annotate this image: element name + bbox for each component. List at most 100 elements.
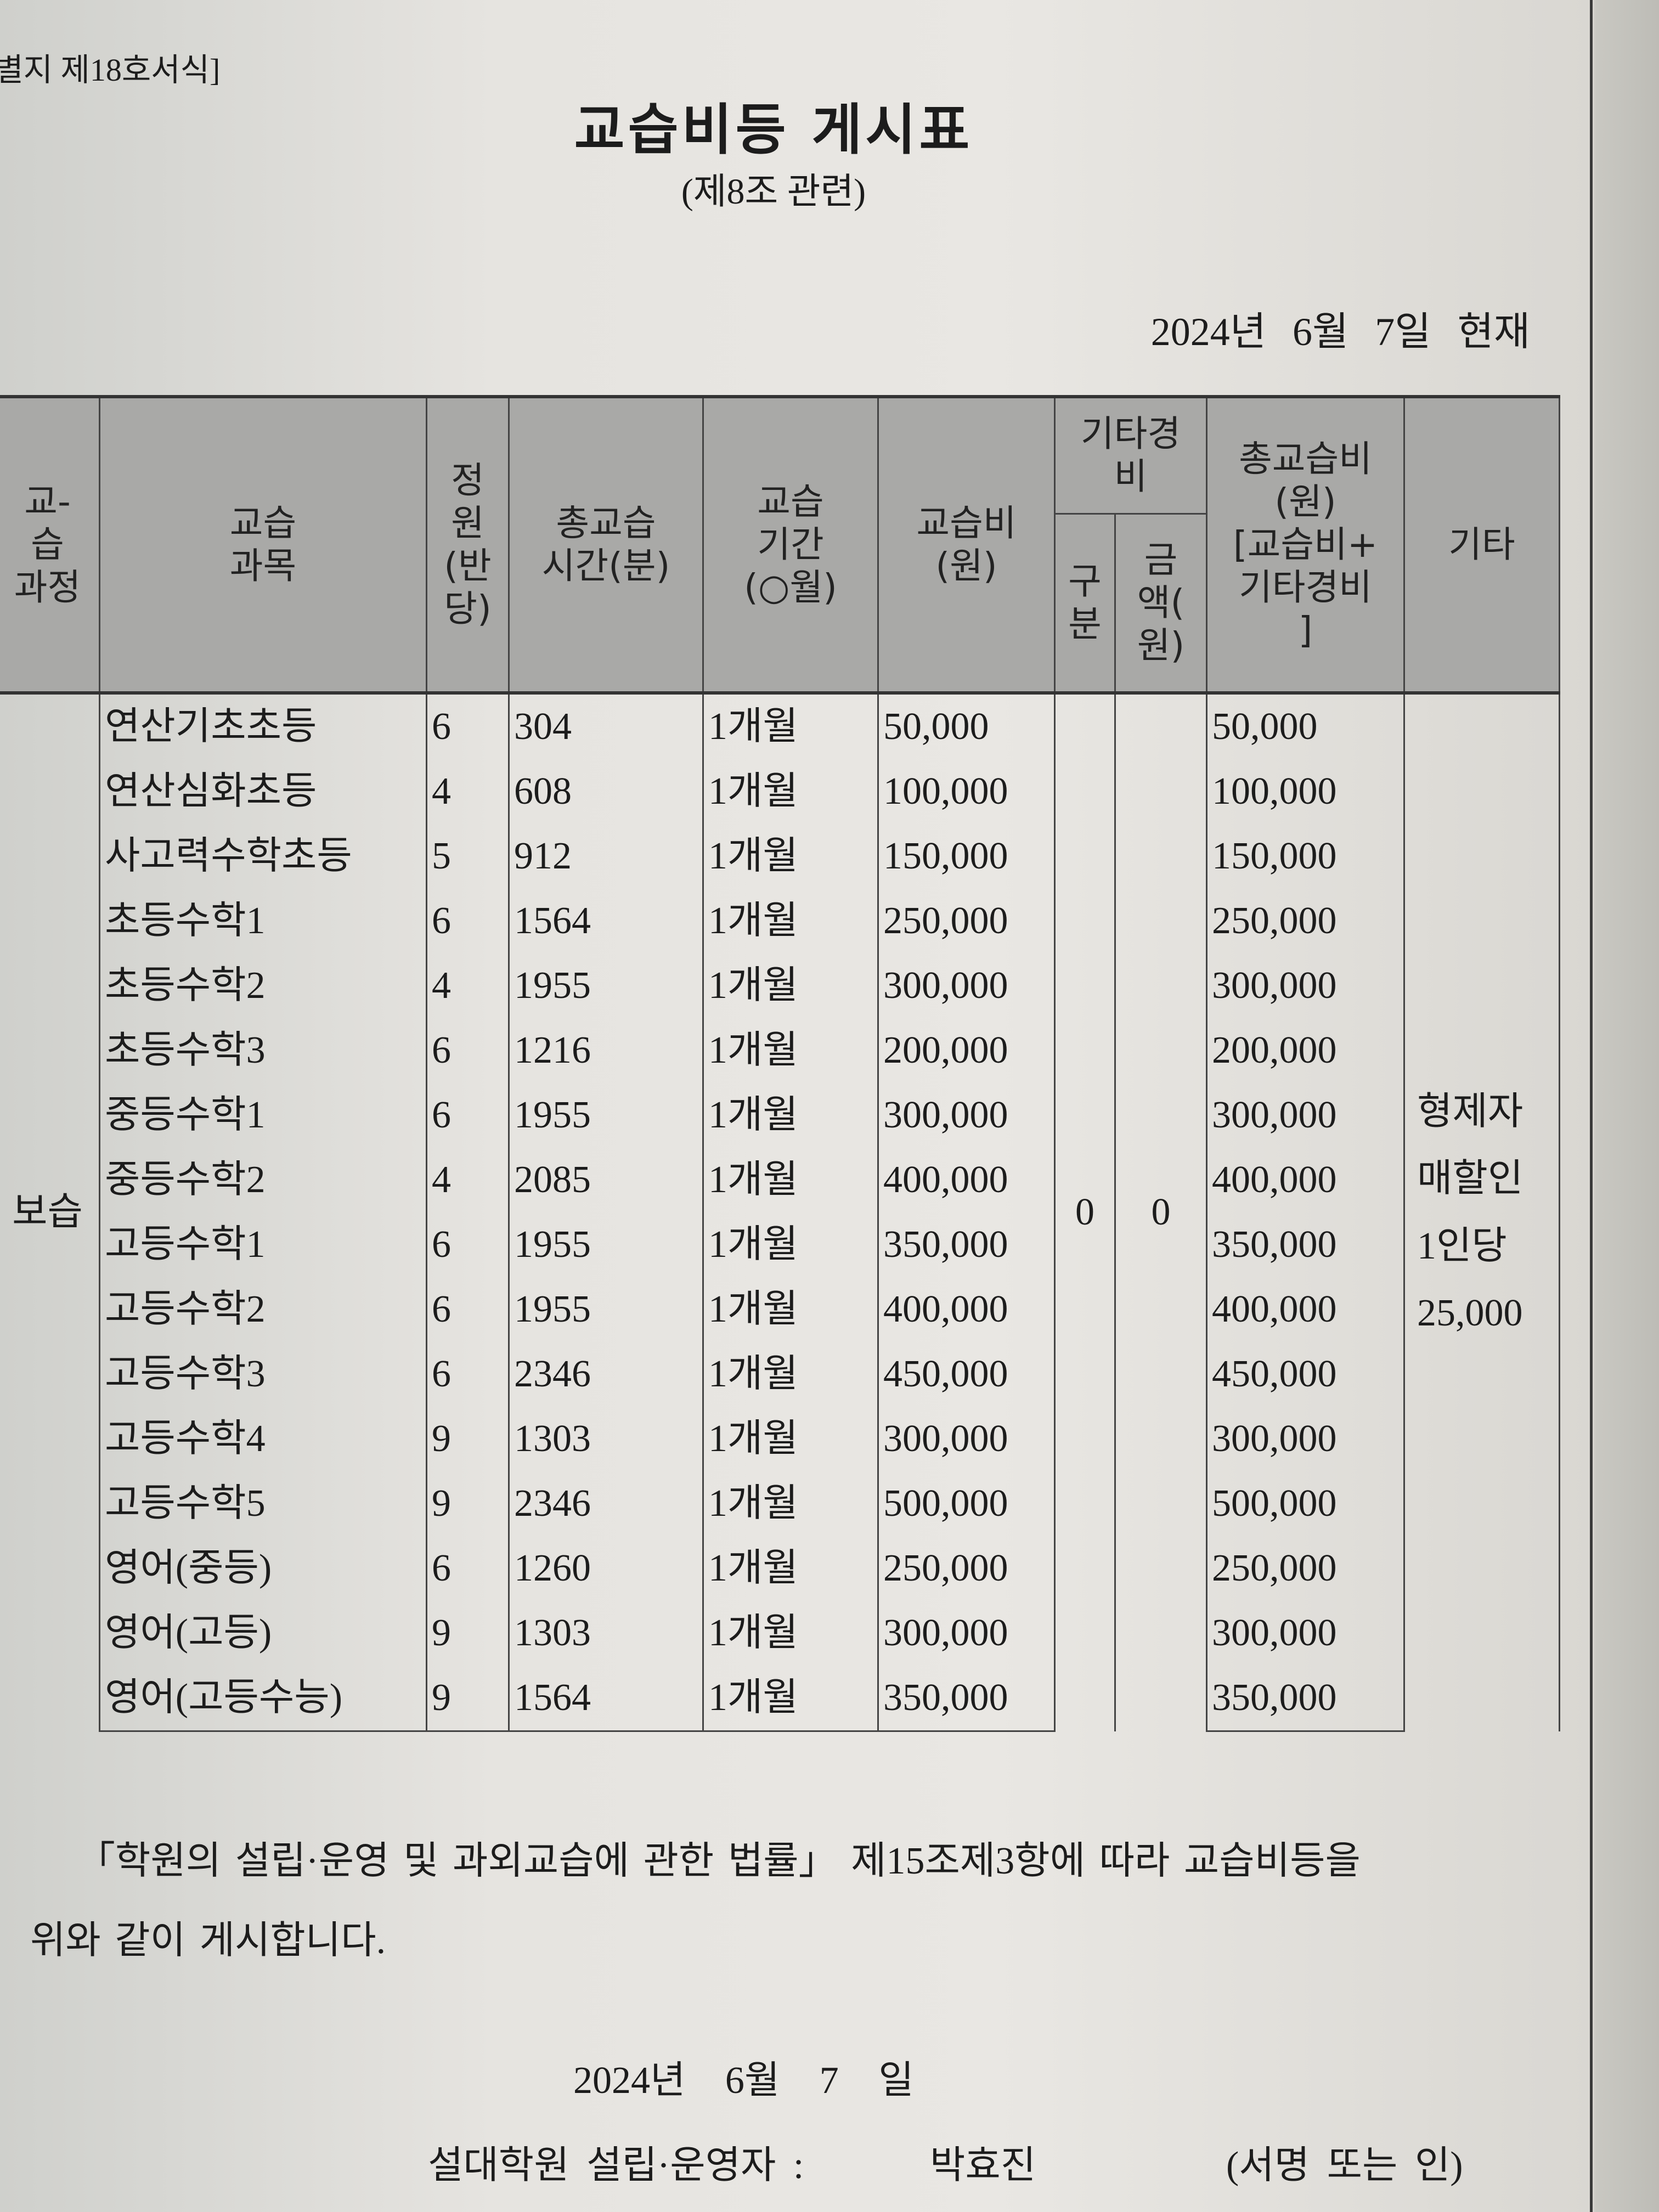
period-cell: 1개월 — [702, 1471, 879, 1536]
subject-cell: 연산기초초등 — [99, 693, 427, 759]
fee-cell: 300,000 — [877, 953, 1056, 1018]
fee-cell: 500,000 — [877, 1471, 1056, 1536]
table-row: 초등수학1 6 1564 1개월 250,000 250,000 — [0, 889, 1560, 953]
header-fee: 교습비 (원) — [877, 396, 1056, 695]
subject-cell: 고등수학5 — [99, 1471, 427, 1536]
header-other-amount: 금 액( 원) — [1114, 512, 1208, 695]
total-fee-cell: 150,000 — [1206, 824, 1406, 889]
subject-cell: 고등수학1 — [99, 1212, 427, 1277]
fee-cell: 300,000 — [877, 1407, 1056, 1471]
fee-cell: 400,000 — [877, 1277, 1056, 1342]
header-total-time: 총교습 시간(분) — [508, 396, 704, 695]
total-time-cell: 1303 — [508, 1601, 704, 1666]
fee-table-body: 보습 연산기초초등 6 304 1개월 50,000 0 0 50,000 형제자 매할인 1인당… — [0, 693, 1561, 1732]
total-time-cell: 2346 — [508, 1342, 704, 1407]
fee-cell: 300,000 — [877, 1083, 1056, 1148]
period-cell: 1개월 — [702, 953, 879, 1018]
header-course: 교- 습 과정 — [0, 396, 100, 695]
period-cell: 1개월 — [702, 1342, 879, 1407]
document-title: 교습비등 게시표 — [574, 98, 973, 162]
subject-cell: 사고력수학초등 — [99, 824, 427, 889]
subject-cell: 초등수학3 — [99, 1018, 427, 1083]
total-time-cell: 2346 — [508, 1471, 704, 1536]
capacity-cell: 6 — [426, 1536, 510, 1601]
period-cell: 1개월 — [702, 1277, 879, 1342]
period-cell: 1개월 — [702, 1212, 879, 1277]
total-fee-cell: 100,000 — [1206, 759, 1406, 824]
total-time-cell: 1564 — [508, 889, 704, 953]
table-row: 고등수학4 9 1303 1개월 300,000 300,000 — [0, 1407, 1560, 1471]
total-fee-cell: 300,000 — [1206, 1601, 1406, 1666]
document-subtitle: (제8조 관련) — [681, 172, 866, 212]
table-row: 고등수학5 9 2346 1개월 500,000 500,000 — [0, 1471, 1560, 1536]
period-cell: 1개월 — [702, 1018, 879, 1083]
sign-date: 2024년 6월 7 일 — [573, 2059, 914, 2102]
total-time-cell: 1955 — [508, 1212, 704, 1277]
subject-cell: 영어(고등) — [99, 1601, 427, 1666]
as-of-date: 2024년 6월 7일 현재 — [1150, 310, 1530, 354]
table-row: 초등수학2 4 1955 1개월 300,000 300,000 — [0, 953, 1560, 1018]
signature-note: (서명 또는 인) — [1226, 2145, 1463, 2187]
fee-cell: 300,000 — [877, 1601, 1056, 1666]
period-cell: 1개월 — [702, 1601, 879, 1666]
total-time-cell: 1955 — [508, 953, 704, 1018]
period-cell: 1개월 — [702, 1666, 879, 1732]
total-time-cell: 304 — [508, 693, 704, 759]
table-row: 보습 연산기초초등 6 304 1개월 50,000 0 0 50,000 형제자 매할인 1인당… — [0, 693, 1561, 1731]
fee-cell: 50,000 — [877, 693, 1056, 759]
total-fee-cell: 450,000 — [1206, 1342, 1406, 1407]
fee-table: 교- 습 과정 교습 과목 정 원 (반 당) 총교습 시간(분) 교습 기간 … — [0, 395, 1561, 1732]
subject-cell: 초등수학2 — [99, 953, 427, 1018]
fee-cell: 100,000 — [877, 759, 1056, 824]
subject-cell: 고등수학3 — [99, 1342, 427, 1407]
table-row: 고등수학2 6 1955 1개월 400,000 400,000 — [0, 1277, 1560, 1342]
period-cell: 1개월 — [702, 889, 879, 953]
table-row: 고등수학1 6 1955 1개월 350,000 350,000 — [0, 1212, 1560, 1277]
header-period: 교습 기간 (○월) — [702, 396, 879, 695]
total-fee-cell: 400,000 — [1206, 1148, 1406, 1212]
statement-line-2: 위와 같이 게시합니다. — [30, 1920, 386, 1962]
capacity-cell: 6 — [426, 1018, 510, 1083]
subject-cell: 영어(고등수능) — [99, 1666, 427, 1732]
fee-cell: 400,000 — [877, 1148, 1056, 1212]
total-fee-cell: 250,000 — [1206, 1536, 1406, 1601]
total-fee-cell: 50,000 — [1206, 693, 1406, 759]
table-row: 중등수학2 4 2085 1개월 400,000 400,000 — [0, 1148, 1560, 1212]
period-cell: 1개월 — [702, 824, 879, 889]
header-other-type: 구 분 — [1054, 512, 1116, 695]
total-time-cell: 608 — [508, 759, 704, 824]
capacity-cell: 9 — [426, 1601, 510, 1666]
capacity-cell: 4 — [426, 953, 510, 1018]
total-fee-cell: 300,000 — [1206, 1407, 1406, 1471]
total-time-cell: 912 — [508, 824, 704, 889]
header-other-expense: 기타경 비 — [1053, 396, 1208, 515]
total-fee-cell: 250,000 — [1206, 889, 1406, 953]
total-time-cell: 1955 — [508, 1277, 704, 1342]
fee-cell: 250,000 — [877, 889, 1056, 953]
period-cell: 1개월 — [702, 1536, 879, 1601]
other-amount-cell: 0 — [1114, 693, 1208, 1731]
subject-cell: 중등수학1 — [99, 1083, 427, 1148]
table-row: 사고력수학초등 5 912 1개월 150,000 150,000 — [0, 824, 1560, 889]
table-row: 영어(고등) 9 1303 1개월 300,000 300,000 — [0, 1601, 1560, 1666]
total-fee-cell: 350,000 — [1206, 1666, 1406, 1732]
fee-cell: 350,000 — [877, 1666, 1056, 1732]
capacity-cell: 6 — [426, 889, 510, 953]
subject-cell: 영어(중등) — [99, 1536, 427, 1601]
header-capacity: 정 원 (반 당) — [426, 396, 510, 695]
header-subject: 교습 과목 — [99, 396, 427, 695]
capacity-cell: 6 — [426, 1277, 510, 1342]
capacity-cell: 6 — [426, 1342, 510, 1407]
fee-cell: 450,000 — [877, 1342, 1056, 1407]
period-cell: 1개월 — [702, 693, 879, 759]
total-time-cell: 2085 — [508, 1148, 704, 1212]
total-fee-cell: 200,000 — [1206, 1018, 1406, 1083]
subject-cell: 고등수학2 — [99, 1277, 427, 1342]
page-edge — [1590, 0, 1593, 2212]
capacity-cell: 9 — [426, 1407, 510, 1471]
table-row: 연산심화초등 4 608 1개월 100,000 100,000 — [0, 759, 1560, 824]
course-cell: 보습 — [0, 693, 100, 1731]
other-type-cell: 0 — [1054, 693, 1116, 1731]
total-time-cell: 1216 — [508, 1018, 704, 1083]
signer-name: 박효진 — [930, 2145, 1036, 2187]
